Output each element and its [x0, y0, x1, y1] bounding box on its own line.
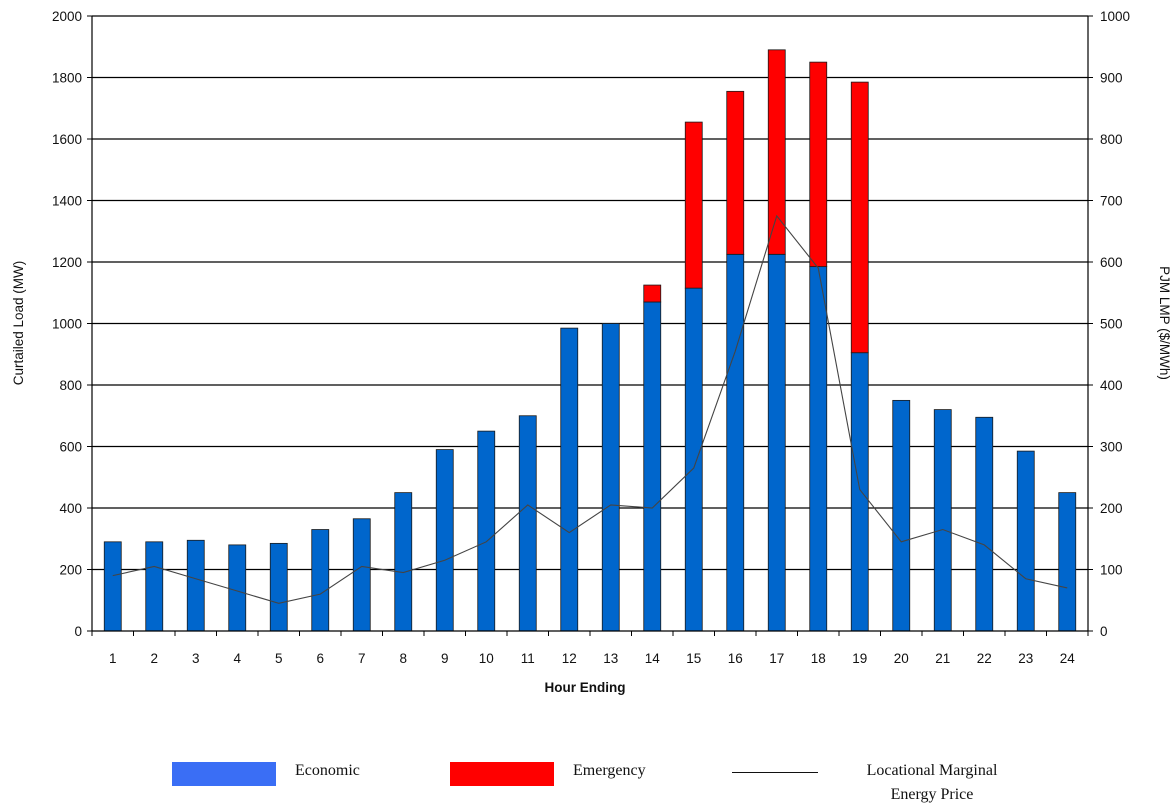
- y2-tick-label: 800: [1100, 132, 1123, 147]
- bar-economic-24: [1058, 492, 1077, 632]
- legend: Economic Emergency Locational Marginal E…: [0, 760, 1173, 808]
- bars: [103, 49, 1077, 632]
- y2-tick-label: 200: [1100, 501, 1123, 516]
- y-tick-label: 1400: [52, 194, 82, 209]
- legend-line-price: [732, 772, 818, 773]
- legend-label-economic: Economic: [295, 762, 360, 779]
- bar-economic-9: [435, 449, 454, 632]
- x-tick-label: 5: [275, 651, 283, 666]
- bar-economic-5: [269, 542, 288, 632]
- bar-economic-11: [518, 415, 537, 632]
- y2-tick-label: 0: [1100, 624, 1108, 639]
- axes: [87, 15, 1093, 636]
- bar-economic-8: [394, 492, 413, 632]
- x-tick-label: 4: [233, 651, 241, 666]
- x-tick-label: 3: [192, 651, 200, 666]
- y2-tick-label: 100: [1100, 563, 1123, 578]
- bar-emergency-15: [684, 121, 703, 289]
- x-tick-label: 19: [852, 651, 867, 666]
- x-tick-label: 17: [769, 651, 784, 666]
- x-tick-label: 15: [686, 651, 701, 666]
- y2-tick-label: 1000: [1100, 9, 1130, 24]
- x-axis-title: Hour Ending: [545, 680, 626, 695]
- bar-emergency-14: [643, 284, 662, 303]
- x-tick-label: 14: [645, 651, 661, 666]
- bar-economic-17: [767, 253, 786, 632]
- y-tick-label: 400: [59, 501, 82, 516]
- price-line: [112, 214, 1068, 604]
- bar-emergency-16: [726, 90, 745, 255]
- bar-emergency-18: [809, 61, 828, 268]
- legend-label-price-line1: Locational Marginal: [866, 762, 998, 779]
- x-tick-label: 13: [603, 651, 618, 666]
- bar-economic-23: [1016, 450, 1035, 632]
- x-tick-label: 20: [894, 651, 909, 666]
- bar-economic-14: [643, 301, 662, 632]
- y2-tick-label: 900: [1100, 71, 1123, 86]
- legend-swatch-emergency: [450, 762, 554, 786]
- x-tick-label: 23: [1018, 651, 1033, 666]
- bar-economic-1: [103, 541, 122, 632]
- x-tick-label: 16: [728, 651, 743, 666]
- y-tick-label: 200: [59, 563, 82, 578]
- bar-economic-7: [352, 518, 371, 632]
- bar-economic-3: [186, 539, 205, 632]
- bar-economic-15: [684, 287, 703, 632]
- y2-tick-label: 600: [1100, 255, 1123, 270]
- left-y-axis-title: Curtailed Load (MW): [11, 261, 26, 386]
- x-tick-label: 6: [316, 651, 324, 666]
- bar-economic-18: [809, 266, 828, 632]
- bar-economic-16: [726, 253, 745, 632]
- y-tick-label: 600: [59, 440, 82, 455]
- x-tick-label: 10: [479, 651, 494, 666]
- legend-label-emergency: Emergency: [573, 762, 646, 779]
- price-line-path: [112, 214, 1068, 604]
- bar-economic-20: [892, 399, 911, 632]
- legend-label-price: Locational Marginal Energy Price: [838, 759, 1026, 807]
- y-tick-label: 0: [74, 624, 82, 639]
- gridlines: [92, 15, 1088, 571]
- y2-tick-label: 700: [1100, 194, 1123, 209]
- bar-economic-12: [560, 327, 579, 632]
- bar-economic-13: [601, 323, 620, 632]
- bar-economic-22: [975, 416, 994, 632]
- y2-tick-label: 300: [1100, 440, 1123, 455]
- x-tick-label: 21: [935, 651, 950, 666]
- y-tick-label: 1200: [52, 255, 82, 270]
- y-tick-label: 800: [59, 378, 82, 393]
- bar-economic-21: [933, 409, 952, 632]
- right-y-axis-title: PJM LMP ($/MWh): [1157, 266, 1172, 380]
- x-tick-label: 12: [562, 651, 577, 666]
- y-tick-label: 2000: [52, 9, 82, 24]
- bar-economic-6: [311, 529, 330, 632]
- y-tick-label: 1800: [52, 71, 82, 86]
- bar-emergency-19: [850, 81, 869, 354]
- legend-label-price-line2: Energy Price: [890, 786, 974, 803]
- legend-swatch-economic: [172, 762, 276, 786]
- y2-tick-label: 500: [1100, 317, 1123, 332]
- x-tick-label: 2: [150, 651, 158, 666]
- x-tick-label: 18: [811, 651, 826, 666]
- x-tick-label: 22: [977, 651, 992, 666]
- bar-economic-4: [228, 544, 247, 632]
- x-tick-label: 8: [399, 651, 407, 666]
- bar-economic-10: [477, 430, 496, 632]
- y-tick-label: 1600: [52, 132, 82, 147]
- bar-economic-19: [850, 352, 869, 632]
- x-tick-label: 1: [109, 651, 117, 666]
- bar-economic-2: [145, 541, 164, 632]
- x-tick-label: 7: [358, 651, 366, 666]
- x-tick-label: 9: [441, 651, 449, 666]
- y2-tick-label: 400: [1100, 378, 1123, 393]
- x-tick-label: 11: [521, 651, 535, 666]
- chart: 0200400600800100012001400160018002000010…: [11, 9, 1172, 695]
- y-tick-label: 1000: [52, 317, 82, 332]
- bar-emergency-17: [767, 49, 786, 255]
- tick-labels: 0200400600800100012001400160018002000010…: [52, 9, 1130, 666]
- x-tick-label: 24: [1060, 651, 1076, 666]
